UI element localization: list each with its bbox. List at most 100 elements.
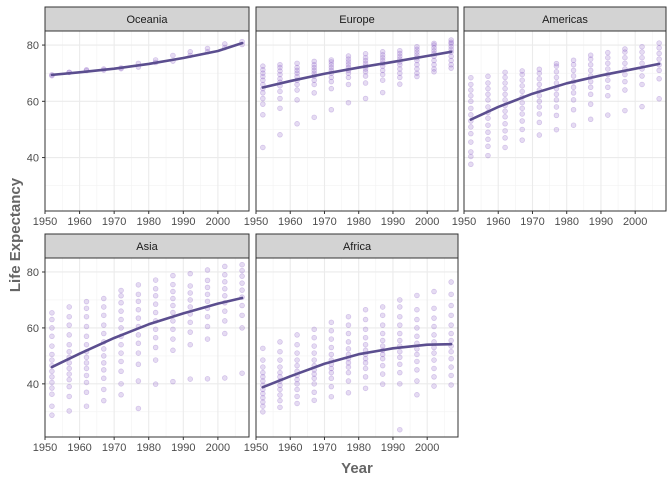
- data-point: [204, 313, 211, 320]
- x-axis-title: Year: [341, 460, 373, 477]
- data-point: [49, 391, 55, 397]
- data-point: [414, 378, 420, 384]
- data-point: [294, 400, 300, 407]
- data-point: [222, 279, 228, 285]
- data-point: [485, 97, 491, 103]
- data-point: [239, 267, 245, 274]
- x-tick-label: 1960: [67, 216, 91, 228]
- data-point: [485, 122, 491, 128]
- data-point: [502, 97, 508, 103]
- data-point: [397, 337, 403, 344]
- data-point: [414, 325, 420, 331]
- data-point: [204, 267, 211, 273]
- data-point: [311, 64, 317, 71]
- data-point: [362, 365, 369, 372]
- data-point: [66, 332, 72, 338]
- data-point: [345, 330, 352, 337]
- data-point: [135, 350, 142, 356]
- x-tick-label: 1990: [171, 216, 195, 228]
- data-point: [345, 59, 352, 65]
- data-point: [187, 341, 193, 348]
- data-point: [83, 403, 90, 409]
- data-point: [187, 283, 193, 289]
- data-point: [260, 144, 266, 151]
- data-point: [294, 70, 300, 76]
- data-point: [170, 281, 176, 288]
- data-point: [570, 67, 577, 74]
- data-point: [397, 53, 403, 60]
- data-point: [277, 132, 283, 138]
- data-point: [66, 341, 72, 348]
- data-point: [448, 53, 454, 60]
- data-point: [431, 288, 437, 295]
- data-point: [639, 54, 645, 61]
- data-point: [311, 58, 317, 65]
- data-point: [152, 309, 159, 316]
- y-tick-label: 80: [27, 267, 39, 279]
- data-point: [379, 312, 386, 319]
- data-point: [622, 46, 628, 52]
- x-tick-label: 1950: [452, 216, 476, 228]
- x-tick-label: 1950: [33, 216, 57, 228]
- data-point: [570, 57, 577, 63]
- data-point: [277, 348, 283, 355]
- data-point: [135, 315, 142, 321]
- data-point: [260, 374, 266, 380]
- data-point: [485, 80, 491, 86]
- data-point: [397, 313, 403, 320]
- data-point: [260, 345, 266, 352]
- data-point: [605, 66, 611, 72]
- data-point: [362, 316, 369, 323]
- data-point: [485, 143, 491, 150]
- x-tick-label: 1980: [346, 216, 370, 228]
- data-point: [170, 378, 176, 385]
- data-point: [294, 386, 300, 393]
- data-point: [204, 291, 211, 298]
- data-point: [260, 357, 266, 363]
- data-point: [118, 325, 124, 331]
- data-point: [152, 286, 159, 292]
- data-point: [431, 57, 437, 64]
- data-point: [468, 92, 474, 99]
- data-point: [553, 126, 560, 133]
- data-point: [49, 412, 55, 418]
- data-point: [260, 67, 266, 73]
- y-axis-title: Life Expectancy: [7, 177, 24, 292]
- data-point: [66, 313, 72, 320]
- data-point: [170, 288, 176, 295]
- data-point: [328, 383, 335, 390]
- data-point: [311, 77, 317, 83]
- data-point: [502, 74, 508, 81]
- data-point: [260, 63, 266, 69]
- facet-panel-asia: Asia 1950 1960 1970 1980 1990 2000 40 60 80: [27, 233, 250, 454]
- data-point: [519, 68, 525, 74]
- data-point: [345, 70, 352, 76]
- data-point: [277, 76, 283, 82]
- data-point: [397, 70, 403, 76]
- data-point: [656, 40, 662, 46]
- data-point: [448, 348, 454, 355]
- data-point: [311, 81, 317, 88]
- y-tick-label: 80: [27, 40, 39, 52]
- data-point: [222, 263, 228, 270]
- data-point: [414, 316, 420, 323]
- data-point: [448, 40, 454, 47]
- data-point: [170, 272, 176, 279]
- x-tick-label: 1970: [520, 216, 544, 228]
- data-point: [448, 382, 454, 388]
- data-point: [204, 336, 211, 342]
- x-tick-label: 1980: [136, 442, 160, 454]
- data-point: [362, 57, 369, 64]
- data-point: [49, 357, 55, 363]
- data-point: [66, 348, 72, 355]
- data-point: [260, 101, 266, 107]
- data-point: [328, 57, 335, 63]
- data-point: [294, 121, 300, 127]
- data-point: [83, 333, 90, 340]
- data-point: [311, 381, 317, 387]
- data-point: [277, 105, 283, 112]
- data-point: [468, 105, 474, 112]
- data-point: [204, 376, 211, 382]
- data-point: [570, 61, 577, 68]
- data-point: [101, 346, 107, 352]
